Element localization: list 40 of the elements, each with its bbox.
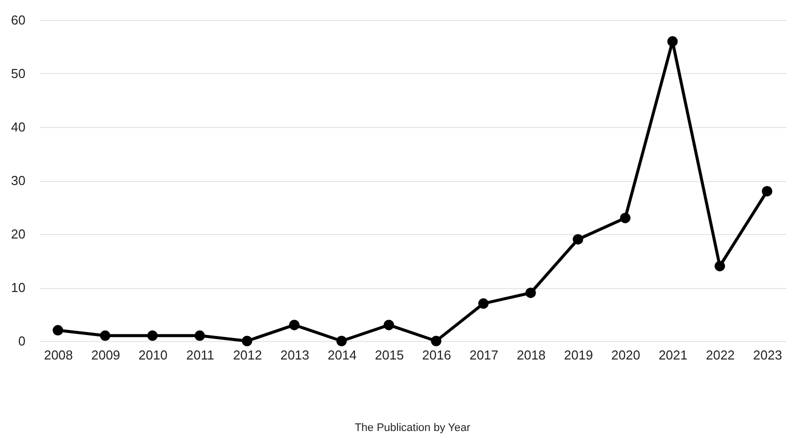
- x-tick-label: 2011: [186, 348, 214, 362]
- x-tick-label: 2018: [516, 348, 546, 362]
- text: The Publication by Year: [354, 422, 471, 434]
- x-tick-label: 2023: [753, 348, 782, 362]
- point: [100, 330, 110, 341]
- point: [194, 330, 205, 341]
- point: [52, 325, 64, 336]
- y-tick-label: 0: [18, 334, 26, 348]
- point: [714, 260, 726, 272]
- x-tick-label: 2022: [706, 348, 735, 362]
- x-tick-label: 2010: [138, 348, 168, 362]
- point: [667, 36, 678, 47]
- point: [572, 234, 584, 245]
- point: [336, 336, 347, 346]
- y-tick-label: 60: [11, 12, 26, 28]
- point: [525, 288, 536, 298]
- y-tick-label: 20: [11, 226, 26, 242]
- x-tick-label: 2012: [233, 348, 262, 362]
- point: [242, 336, 252, 346]
- point: [384, 320, 394, 330]
- x-tick-label: 2008: [44, 348, 73, 362]
- x-tick-label: 2021: [658, 348, 688, 362]
- point: [289, 320, 300, 330]
- x-tick-label: 2014: [328, 348, 357, 362]
- x-tick-label: 2015: [374, 348, 404, 362]
- point: [147, 330, 158, 341]
- point: [478, 298, 489, 309]
- x-tick-label: 2020: [611, 348, 640, 362]
- x-tick-label: 2013: [280, 348, 310, 362]
- point: [430, 336, 442, 346]
- y-tick-label: 30: [11, 173, 26, 188]
- point: [620, 212, 630, 224]
- point: [762, 186, 772, 196]
- x-tick-label: 2017: [469, 348, 498, 362]
- y-tick-label: 10: [11, 280, 26, 295]
- x-tick-label: 2016: [422, 348, 452, 362]
- y-tick-label: 50: [11, 66, 26, 81]
- x-tick-label: 2009: [91, 348, 120, 362]
- y-tick-label: 40: [11, 120, 26, 134]
- x-tick-label: 2019: [564, 348, 593, 362]
